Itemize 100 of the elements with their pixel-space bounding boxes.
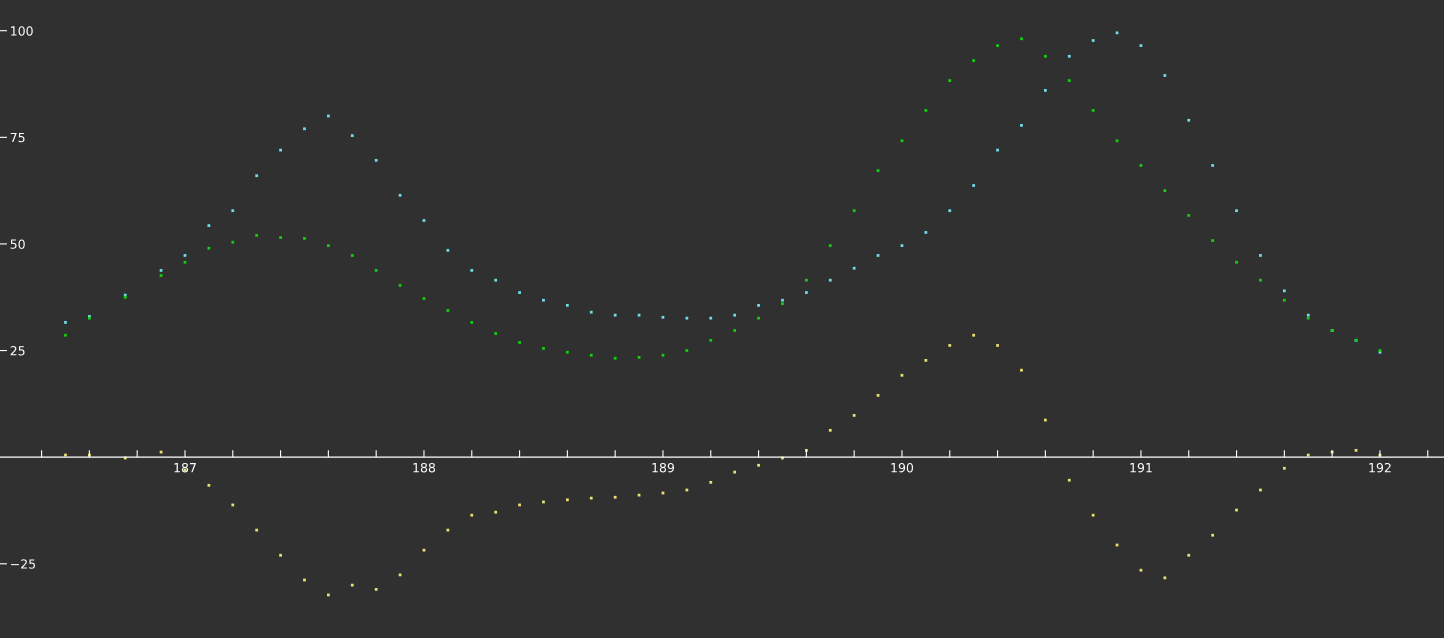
x-tick-label: 191	[1130, 462, 1152, 473]
point	[852, 413, 856, 417]
point	[326, 244, 330, 248]
point	[1091, 513, 1095, 517]
point	[565, 303, 569, 307]
point	[1043, 89, 1047, 92]
point	[589, 496, 593, 500]
point	[565, 498, 569, 502]
point	[709, 338, 713, 342]
point	[1187, 118, 1191, 122]
point	[828, 428, 832, 432]
point	[1211, 239, 1215, 242]
point	[972, 184, 976, 187]
point	[1211, 533, 1215, 537]
point	[996, 344, 999, 347]
x-tick-label: 189	[652, 462, 675, 473]
point	[494, 278, 498, 282]
point	[494, 332, 498, 335]
point	[350, 134, 354, 138]
point	[470, 268, 474, 272]
point	[470, 321, 474, 324]
point	[589, 353, 593, 357]
x-tick-label: 192	[1369, 462, 1391, 473]
point	[231, 209, 235, 213]
point	[303, 127, 306, 131]
point	[924, 109, 928, 112]
y-tick-label: 50	[10, 239, 25, 249]
point	[781, 298, 784, 302]
point	[1235, 209, 1238, 213]
point	[1259, 254, 1262, 257]
point	[709, 316, 713, 320]
point	[350, 583, 354, 587]
point	[1187, 553, 1191, 557]
x-tick-label: 188	[413, 462, 436, 473]
point	[350, 254, 354, 257]
point	[1020, 123, 1023, 127]
y-tick-label: 25	[10, 346, 25, 356]
point	[1091, 39, 1095, 42]
point	[781, 302, 784, 306]
point	[948, 209, 952, 213]
point	[972, 333, 976, 337]
point	[279, 148, 282, 152]
x-tick-label: 187	[174, 462, 196, 473]
point	[470, 513, 474, 517]
point	[1235, 260, 1238, 264]
point	[64, 321, 67, 324]
point	[948, 344, 952, 347]
point	[685, 349, 689, 352]
point	[589, 310, 593, 314]
point	[542, 298, 545, 302]
point	[374, 587, 378, 591]
point	[828, 278, 832, 282]
point	[733, 313, 737, 317]
point	[279, 236, 282, 239]
point	[804, 291, 808, 294]
point	[1163, 189, 1167, 193]
point	[733, 329, 737, 332]
point	[494, 510, 498, 514]
point	[303, 237, 306, 240]
point	[1067, 478, 1071, 482]
point	[64, 333, 67, 337]
point	[518, 291, 521, 294]
point	[255, 174, 259, 178]
point	[1020, 37, 1023, 41]
point	[924, 358, 928, 362]
point	[685, 316, 689, 320]
point	[1187, 213, 1191, 217]
point	[1020, 368, 1023, 372]
point	[518, 341, 521, 344]
point	[613, 356, 617, 360]
point	[1282, 298, 1286, 302]
point	[613, 495, 617, 499]
point	[757, 316, 760, 320]
y-tick-label: 100	[11, 26, 33, 36]
point	[972, 59, 976, 62]
point	[1259, 278, 1262, 282]
point	[1067, 54, 1071, 58]
point	[828, 244, 832, 248]
point	[1163, 74, 1167, 77]
point	[565, 350, 569, 354]
point	[1043, 54, 1047, 58]
point	[924, 231, 928, 234]
point	[709, 480, 713, 484]
point	[207, 483, 211, 487]
point	[446, 248, 450, 252]
x-tick-label: 190	[891, 462, 914, 473]
point	[852, 209, 856, 213]
point	[757, 463, 760, 467]
point	[207, 246, 211, 250]
point	[804, 278, 808, 282]
point	[852, 266, 856, 270]
point	[279, 553, 282, 557]
point	[374, 268, 378, 272]
point	[1282, 289, 1286, 293]
y-tick-label: 75	[10, 132, 25, 143]
point	[1282, 466, 1286, 470]
point	[207, 224, 211, 227]
point	[613, 313, 617, 317]
point	[996, 44, 999, 48]
point	[231, 240, 235, 244]
